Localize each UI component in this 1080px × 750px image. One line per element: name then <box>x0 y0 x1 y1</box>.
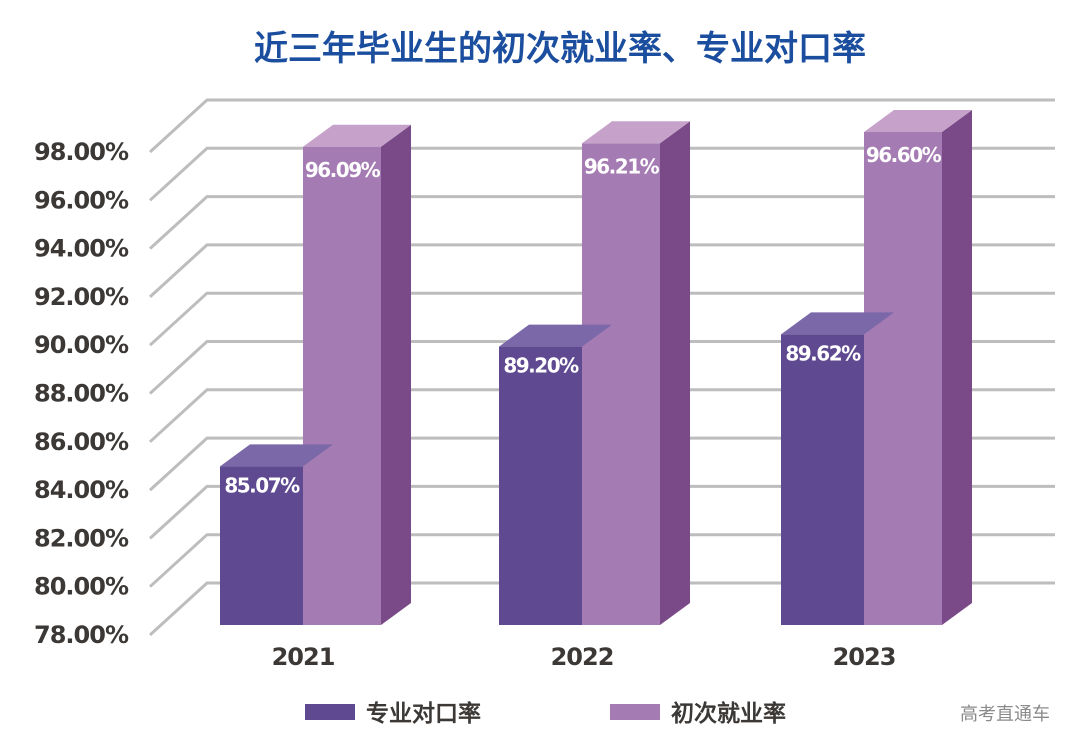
bar-top <box>582 121 690 144</box>
bar-初次就业率-2022 <box>582 143 660 625</box>
y-tick-label: 82.00% <box>34 524 129 552</box>
bar-top <box>303 124 411 147</box>
bar-group-2021: 85.07% 96.09% <box>220 124 411 626</box>
bar-专业对口率-2022 <box>499 346 582 625</box>
y-tick-label: 80.00% <box>34 573 129 601</box>
y-tick-label: 94.00% <box>34 235 129 263</box>
legend-label-series-0: 专业对口率 <box>366 700 481 727</box>
bar-初次就业率-2023 <box>864 132 942 625</box>
bar-side <box>942 110 972 625</box>
legend-swatch-series-1 <box>610 704 660 720</box>
y-tick-label: 84.00% <box>34 476 129 504</box>
bar-group-2022: 89.20% 96.21% <box>499 121 690 625</box>
data-label: 89.62% <box>785 341 861 365</box>
bar-初次就业率-2021 <box>303 146 381 626</box>
legend-swatch-series-0 <box>305 704 355 720</box>
y-tick-label: 90.00% <box>34 331 129 359</box>
data-label: 85.07% <box>224 473 300 497</box>
data-label: 89.20% <box>503 354 579 378</box>
gridline <box>148 243 1055 299</box>
bar-side <box>381 124 411 625</box>
bar-top <box>864 110 972 132</box>
y-tick-label: 92.00% <box>34 283 129 311</box>
bar-side <box>660 121 690 625</box>
bar-top <box>499 324 612 347</box>
legend: 专业对口率 初次就业率 <box>305 700 786 727</box>
y-tick-label: 96.00% <box>34 186 129 214</box>
bar-top <box>220 444 333 467</box>
y-tick-label: 86.00% <box>34 428 129 456</box>
bar-top <box>781 312 894 335</box>
gridline <box>148 291 1055 347</box>
gridline <box>148 436 1055 492</box>
y-tick-label: 88.00% <box>34 380 129 408</box>
data-label: 96.09% <box>305 158 381 182</box>
gridline <box>148 195 1055 250</box>
gridline <box>148 484 1055 540</box>
x-axis-ticks: 2021 2022 2023 <box>272 643 897 671</box>
y-tick-label: 78.00% <box>34 621 129 649</box>
gridline <box>148 146 1055 202</box>
bar-专业对口率-2023 <box>781 334 864 625</box>
watermark: 高考直通车 <box>960 704 1050 725</box>
gridline <box>148 388 1055 443</box>
data-label: 96.21% <box>584 154 660 178</box>
gridline <box>148 581 1055 637</box>
data-label: 96.60% <box>866 143 942 167</box>
gridlines <box>148 98 1055 637</box>
x-tick-label: 2021 <box>272 643 335 671</box>
x-tick-label: 2022 <box>551 643 614 671</box>
legend-label-series-1: 初次就业率 <box>671 700 786 727</box>
bars: 85.07% 96.09% 89.20% 96.21% 89.62% 96.60% <box>220 110 972 626</box>
y-tick-label: 98.00% <box>34 138 129 166</box>
y-axis-ticks: 78.00% 80.00% 82.00% 84.00% 86.00% 88.00% 90.0… <box>34 138 130 649</box>
gridline <box>148 98 1055 154</box>
bar-专业对口率-2021 <box>220 466 303 625</box>
gridline <box>148 533 1055 588</box>
chart-title: 近三年毕业生的初次就业率、专业对口率 <box>254 29 866 69</box>
gridline <box>148 340 1055 395</box>
bar-group-2023: 89.62% 96.60% <box>781 110 972 625</box>
x-tick-label: 2023 <box>833 643 896 671</box>
